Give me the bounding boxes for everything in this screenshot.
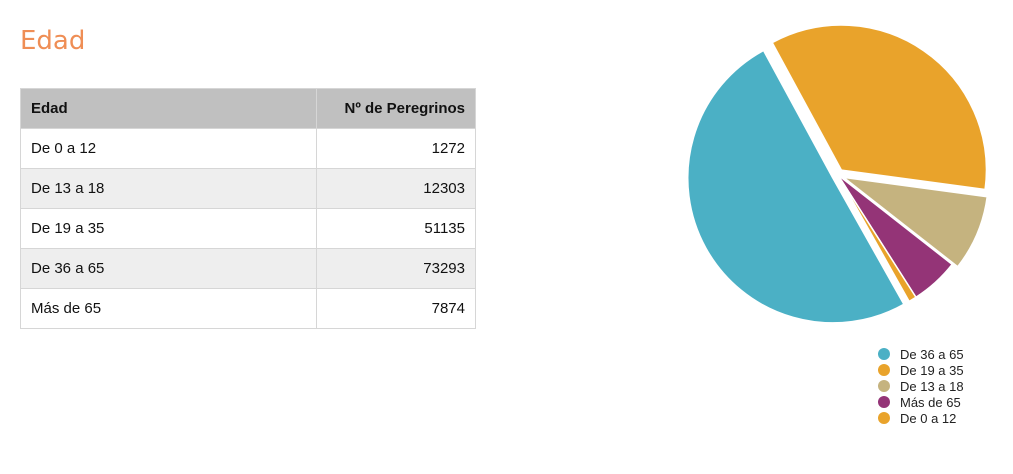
cell-age: De 36 a 65: [20, 248, 317, 289]
cell-count: 7874: [316, 288, 476, 329]
legend-item: De 0 a 12: [878, 410, 964, 426]
legend-label: De 19 a 35: [900, 362, 964, 378]
legend-label: De 13 a 18: [900, 378, 964, 394]
cell-age: De 19 a 35: [20, 208, 317, 249]
legend-label: De 0 a 12: [900, 410, 957, 426]
legend-swatch: [878, 380, 890, 392]
legend-swatch: [878, 348, 890, 360]
legend: De 36 a 65 De 19 a 35 De 13 a 18 Más de …: [878, 346, 964, 426]
cell-age: Más de 65: [20, 288, 317, 329]
legend-label: Más de 65: [900, 394, 961, 410]
cell-count: 12303: [316, 168, 476, 209]
table-row: De 19 a 35 51135: [20, 208, 476, 249]
table-header-row: Edad Nº de Peregrinos: [20, 88, 476, 129]
header-edad: Edad: [20, 88, 317, 129]
legend-item: De 13 a 18: [878, 378, 964, 394]
legend-item: Más de 65: [878, 394, 964, 410]
pie-slice-de-19-a-35: [771, 24, 988, 191]
pie-slice-de-0-a-12: [837, 174, 917, 303]
cell-count: 51135: [316, 208, 476, 249]
legend-label: De 36 a 65: [900, 346, 964, 362]
age-table: Edad Nº de Peregrinos De 0 a 12 1272 De 1…: [20, 88, 476, 329]
cell-age: De 13 a 18: [20, 168, 317, 209]
legend-swatch: [878, 364, 890, 376]
cell-count: 73293: [316, 248, 476, 289]
table-row: De 36 a 65 73293: [20, 248, 476, 289]
pie-slice-de-13-a-18: [840, 176, 989, 268]
cell-count: 1272: [316, 128, 476, 169]
legend-swatch: [878, 396, 890, 408]
table-row: De 13 a 18 12303: [20, 168, 476, 209]
pie-slice-de-36-a-65: [687, 49, 905, 324]
legend-item: De 36 a 65: [878, 346, 964, 362]
legend-swatch: [878, 412, 890, 424]
header-peregrinos: Nº de Peregrinos: [316, 88, 476, 129]
legend-item: De 19 a 35: [878, 362, 964, 378]
section-title: Edad: [20, 26, 86, 56]
table-row: Más de 65 7874: [20, 288, 476, 329]
